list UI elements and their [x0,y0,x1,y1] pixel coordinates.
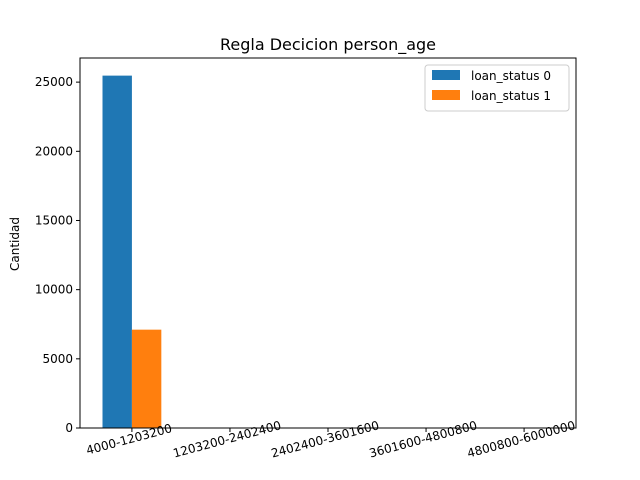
x-tick-label-2: 2402400-3601600 [270,418,381,460]
x-tick-label-3: 3601600-4800800 [368,418,479,460]
y-tick-label-2: 10000 [35,283,73,297]
bar-status1-0 [131,329,162,428]
legend-box [424,64,570,112]
legend-swatch-0 [432,70,460,80]
bar-status0-0 [102,75,132,428]
x-tick-label-1: 1203200-2402400 [172,418,283,460]
chart-title: Regla Decicion person_age [220,35,436,55]
y-tick-label-1: 5000 [42,352,73,366]
legend-label-0: loan_status 0 [471,69,551,83]
y-axis-ticks: 0 5000 10000 15000 20000 25000 [35,75,80,435]
legend: loan_status 0 loan_status 1 [424,64,570,112]
x-tick-label-4: 4800800-6000000 [466,418,577,460]
bars-group [102,75,162,428]
y-axis-label: Cantidad [8,217,22,271]
plot-frame [79,57,577,429]
y-tick-label-4: 20000 [35,144,73,158]
legend-swatch-1 [432,90,460,100]
y-tick-label-3: 15000 [35,213,73,227]
legend-label-1: loan_status 1 [471,89,551,103]
x-axis-ticks: 4000-12032001203200-24024002402400-36016… [85,418,577,460]
y-tick-label-0: 0 [65,421,73,435]
y-tick-label-5: 25000 [35,75,73,89]
